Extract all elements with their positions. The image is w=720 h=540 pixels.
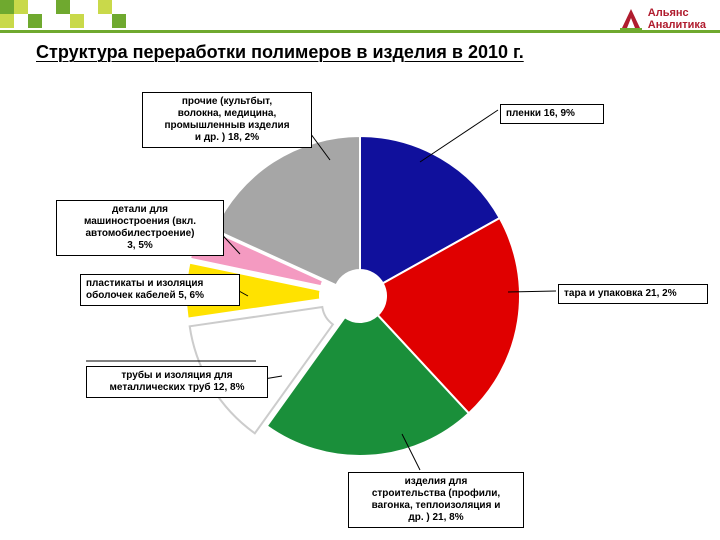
pie-svg	[0, 86, 720, 526]
logo-square	[28, 14, 42, 28]
logo-square	[98, 0, 112, 14]
logo-square	[56, 0, 70, 14]
slice-label: изделия для строительства (профили, ваго…	[348, 472, 524, 528]
slice-label: прочие (культбыт, волокна, медицина, про…	[142, 92, 312, 148]
brand-text-top: Альянс	[648, 7, 706, 19]
logo-squares-decoration	[0, 0, 160, 30]
page-title: Структура переработки полимеров в издели…	[36, 42, 524, 63]
accent-bar	[0, 30, 720, 33]
logo-square	[0, 0, 14, 14]
logo-square	[70, 14, 84, 28]
brand-text: Альянс Аналитика	[648, 7, 706, 31]
pie-chart: пленки 16, 9% тара и упаковка 21, 2% издел…	[0, 86, 720, 526]
logo-square	[112, 14, 126, 28]
logo-square	[14, 0, 28, 14]
slice-label: пленки 16, 9%	[500, 104, 604, 124]
callout-line	[420, 110, 498, 162]
page-root: Альянс Аналитика Структура переработки п…	[0, 0, 720, 540]
logo-square	[0, 14, 14, 28]
slice-label: тара и упаковка 21, 2%	[558, 284, 708, 304]
slice-label: пластикаты и изоляция оболочек кабелей 5…	[80, 274, 240, 306]
slice-label: детали для машиностроения (вкл. автомоби…	[56, 200, 224, 256]
slice-label: трубы и изоляция для металлических труб …	[86, 366, 268, 398]
brand-logo: Альянс Аналитика	[618, 6, 706, 32]
brand-a-icon	[618, 6, 644, 32]
